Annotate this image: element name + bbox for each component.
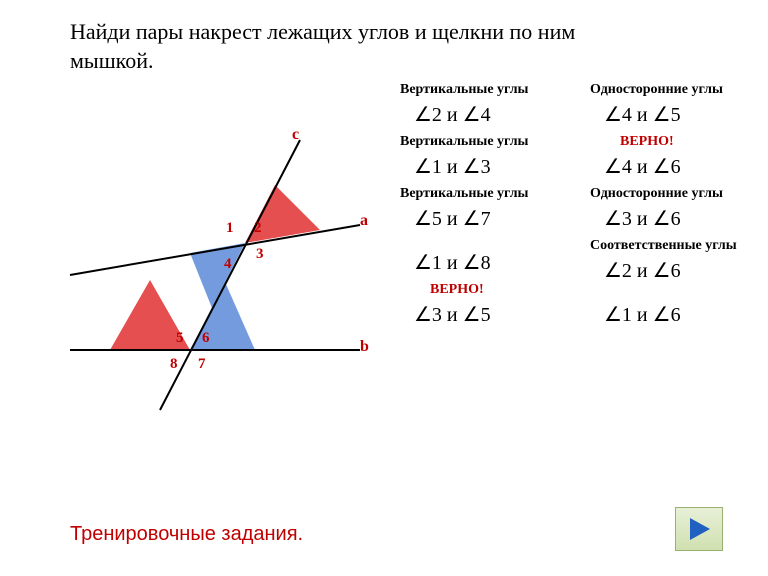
line-c bbox=[160, 140, 300, 410]
angle-1: 1 bbox=[226, 220, 234, 237]
pair-3-6[interactable]: ∠3 и ∠6 bbox=[604, 206, 760, 232]
pair-1-8[interactable]: ∠1 и ∠8 bbox=[414, 250, 560, 276]
pair-4-6[interactable]: ∠4 и ∠6 bbox=[604, 154, 760, 180]
label-c: c bbox=[292, 126, 299, 144]
hint-correct: ВЕРНО! bbox=[620, 134, 760, 150]
angle-5: 5 bbox=[176, 330, 184, 347]
pair-1-3[interactable]: ∠1 и ∠3 bbox=[414, 154, 560, 180]
footer-label: Тренировочные задания. bbox=[70, 523, 303, 546]
angle-diagram: a b c 1 2 3 4 5 6 7 8 bbox=[40, 120, 380, 440]
angle-7: 7 bbox=[198, 356, 206, 373]
hint-samesided: Односторонние углы bbox=[590, 82, 760, 98]
label-a: a bbox=[360, 212, 368, 230]
pair-3-5[interactable]: ∠3 и ∠5 bbox=[414, 302, 560, 328]
hint-correct: ВЕРНО! bbox=[430, 282, 560, 298]
shade-angle-6 bbox=[190, 282, 255, 350]
answer-column-2: Односторонние углы ∠4 и ∠5 ВЕРНО! ∠4 и ∠… bbox=[590, 80, 760, 334]
label-b: b bbox=[360, 338, 369, 356]
angle-3: 3 bbox=[256, 246, 264, 263]
hint-corresponding: Соответственные углы bbox=[590, 238, 760, 254]
pair-1-6[interactable]: ∠1 и ∠6 bbox=[604, 302, 760, 328]
pair-5-7[interactable]: ∠5 и ∠7 bbox=[414, 206, 560, 232]
angle-8: 8 bbox=[170, 356, 178, 373]
next-button[interactable] bbox=[675, 507, 723, 551]
pair-2-4[interactable]: ∠2 и ∠4 bbox=[414, 102, 560, 128]
play-icon bbox=[686, 516, 712, 542]
hint-samesided: Односторонние углы bbox=[590, 186, 760, 202]
angle-2: 2 bbox=[254, 220, 262, 237]
angle-6: 6 bbox=[202, 330, 210, 347]
hint-vertical: Вертикальные углы bbox=[400, 134, 560, 150]
diagram-svg bbox=[40, 120, 380, 440]
answer-column-1: Вертикальные углы ∠2 и ∠4 Вертикальные у… bbox=[400, 80, 560, 334]
hint-vertical: Вертикальные углы bbox=[400, 186, 560, 202]
angle-4: 4 bbox=[224, 256, 232, 273]
pair-4-5[interactable]: ∠4 и ∠5 bbox=[604, 102, 760, 128]
pair-2-6[interactable]: ∠2 и ∠6 bbox=[604, 258, 760, 284]
instruction-title: Найди пары накрест лежащих углов и щелкн… bbox=[70, 18, 590, 75]
hint-vertical: Вертикальные углы bbox=[400, 82, 560, 98]
